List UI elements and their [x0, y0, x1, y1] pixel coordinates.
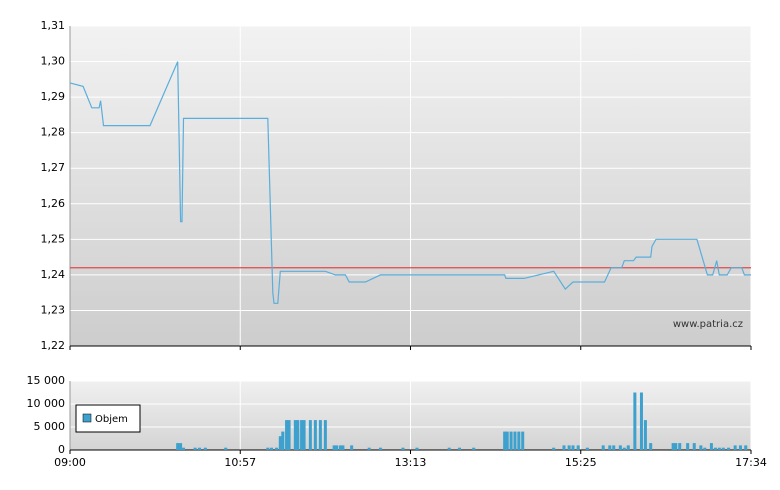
x-tick-label: 15:25: [565, 456, 597, 469]
volume-bar: [674, 443, 678, 450]
volume-bar: [633, 392, 637, 450]
y-tick-label: 1,28: [41, 126, 66, 139]
volume-bar: [401, 447, 405, 450]
x-tick-label: 09:00: [54, 456, 86, 469]
volume-bar: [671, 443, 675, 450]
x-tick-label: 13:13: [395, 456, 427, 469]
y-tick-label: 1,23: [41, 303, 66, 316]
volume-bar: [643, 420, 647, 450]
y-tick-label: 1,26: [41, 197, 66, 210]
volume-bar: [703, 447, 707, 450]
volume-bar: [552, 447, 556, 450]
volume-bar: [302, 420, 306, 450]
volume-bar: [567, 445, 571, 450]
volume-bar: [709, 443, 713, 450]
y-tick-label: 5 000: [34, 420, 66, 433]
volume-bar: [308, 420, 312, 450]
volume-bar: [341, 445, 345, 450]
volume-bar: [713, 447, 717, 450]
volume-bar: [332, 445, 336, 450]
x-tick-label: 17:34: [735, 456, 767, 469]
volume-bar: [513, 431, 517, 450]
volume-bar: [727, 447, 731, 450]
volume-bar: [182, 447, 185, 450]
volume-bar: [699, 445, 703, 450]
y-tick-label: 1,27: [41, 161, 66, 174]
volume-bar: [318, 420, 322, 450]
volume-bar: [193, 447, 197, 450]
volume-bar: [296, 420, 300, 450]
volume-bar: [281, 431, 285, 450]
volume-bar: [626, 445, 630, 450]
watermark: www.patria.cz: [673, 319, 743, 330]
volume-bar: [198, 447, 202, 450]
volume-bar: [585, 447, 589, 450]
x-tick-label: 10:57: [224, 456, 256, 469]
volume-bar: [738, 445, 742, 450]
volume-bar: [335, 445, 339, 450]
volume-bar: [692, 443, 696, 450]
volume-bar: [350, 445, 354, 450]
volume-bar: [571, 445, 575, 450]
volume-bar: [503, 431, 507, 450]
volume-bar: [601, 445, 605, 450]
volume-bar: [323, 420, 327, 450]
legend-swatch: [82, 413, 92, 423]
volume-bar: [733, 445, 737, 450]
volume-bar: [744, 445, 748, 450]
volume-bar: [367, 447, 371, 450]
volume-bar: [649, 443, 653, 450]
volume-bar: [378, 447, 382, 450]
volume-bar: [608, 445, 612, 450]
volume-bar: [275, 447, 279, 450]
volume-bar: [521, 431, 525, 450]
volume-bar: [285, 420, 289, 450]
y-tick-label: 0: [58, 443, 65, 456]
volume-bar: [505, 431, 509, 450]
volume-bar: [415, 447, 419, 450]
volume-bar: [721, 447, 725, 450]
volume-bar: [576, 445, 580, 450]
volume-bar: [293, 420, 297, 450]
volume-bar: [313, 420, 317, 450]
volume-bar: [224, 447, 228, 450]
volume-bar: [458, 447, 462, 450]
y-tick-label: 1,31: [41, 19, 66, 32]
volume-bar: [270, 447, 274, 450]
volume-bar: [179, 443, 183, 450]
volume-bar: [447, 447, 451, 450]
y-tick-label: 1,24: [41, 268, 66, 281]
volume-bar: [717, 447, 721, 450]
y-tick-label: 15 000: [27, 374, 66, 387]
y-tick-label: 1,25: [41, 232, 66, 245]
volume-bar: [287, 420, 291, 450]
volume-bar: [176, 443, 180, 450]
y-tick-label: 1,30: [41, 55, 66, 68]
volume-bar: [618, 445, 622, 450]
volume-bar: [300, 420, 304, 450]
volume-bar: [622, 447, 626, 450]
legend-label: Objem: [95, 414, 128, 425]
y-tick-label: 1,22: [41, 339, 66, 352]
volume-bar: [562, 445, 566, 450]
volume-bar: [639, 392, 643, 450]
volume-bar: [509, 431, 513, 450]
volume-bar: [203, 447, 207, 450]
volume-bar: [266, 447, 270, 450]
volume-bar: [472, 447, 476, 450]
volume-bar: [686, 443, 690, 450]
y-tick-label: 1,29: [41, 90, 66, 103]
volume-bar: [338, 445, 342, 450]
volume-bar: [278, 436, 282, 450]
volume-bar: [612, 445, 616, 450]
volume-bar: [517, 431, 521, 450]
price-line: [69, 61, 751, 304]
volume-bar: [678, 443, 682, 450]
y-tick-label: 10 000: [27, 397, 66, 410]
